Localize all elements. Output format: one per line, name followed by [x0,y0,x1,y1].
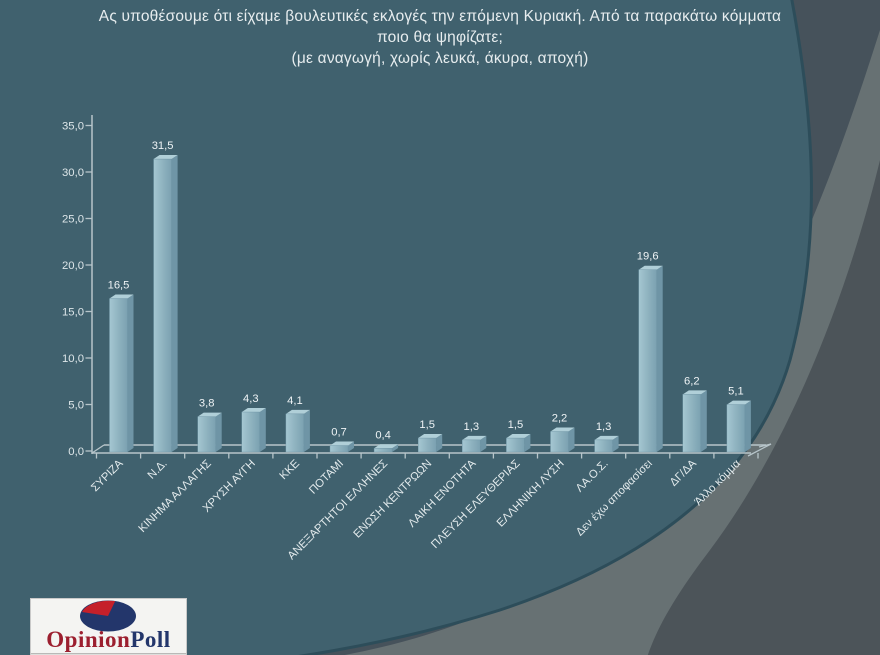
bar-side-face [171,155,178,453]
bar-side-face [480,435,487,452]
title-line-1: Ας υποθέσουμε ότι είχαμε βουλευτικές εκλ… [98,8,782,25]
bar-value-label: 16,5 [108,280,130,292]
bar-side-face [524,434,531,452]
bar-top-face [726,400,751,405]
bar-side-face [392,444,399,452]
bar-side-face [744,400,751,452]
bar-top-face [197,412,222,417]
y-axis-tick-label: 0,0 [68,446,84,458]
category-label: ΣΥΡΙΖΑ [89,457,126,494]
bar [329,445,349,453]
bar [241,411,261,453]
opinion-poll-logo: OpinionPoll Έρευνες-Δημοσκοπήσεις [30,598,187,655]
category-label: ΕΝΩΣΗ ΚΕΝΤΡΩΩΝ [351,458,434,541]
chart-title: Ας υποθέσουμε ότι είχαμε βουλευτικές εκλ… [0,6,880,69]
bar [506,437,525,453]
category-label: Άλλο κόμμα [693,457,744,508]
bar-side-face [348,441,354,452]
logo-word-poll: Poll [130,627,171,652]
bar-top-face [153,155,178,160]
bar [594,439,613,453]
y-axis-tick-label: 20,0 [62,260,84,272]
bar-value-label: 4,1 [287,395,303,407]
pie-chart-logo-icon [80,600,136,632]
bar [682,394,701,453]
bar-value-label: 0,4 [375,429,391,441]
logo-wordmark: OpinionPoll [31,628,186,651]
bar-top-face [330,441,354,446]
axis-arrowhead [758,443,772,448]
bar-top-face [682,390,707,395]
bar-top-face [241,408,266,413]
bar-value-label: 5,1 [728,386,744,398]
bar [418,437,437,453]
bar-top-face [109,294,134,299]
bar-value-label: 3,8 [199,398,215,410]
bar-value-label: 19,6 [637,251,659,263]
bar-side-face [612,435,619,452]
bar-value-label: 1,3 [596,421,612,433]
bar-side-face [700,390,707,452]
bar-value-label: 1,3 [464,421,480,433]
bar-value-label: 1,5 [419,419,435,431]
bar-side-face [568,427,575,452]
y-axis-tick-label: 15,0 [62,307,84,319]
bar-value-label: 31,5 [152,140,174,152]
bar [285,413,305,453]
y-axis-tick-label: 30,0 [62,167,84,179]
bar-side-face [656,265,663,452]
bar-side-face [436,434,443,452]
background-teal-ellipse [0,0,813,655]
bar [462,439,481,453]
bar-top-face [594,435,619,440]
bar-top-face [418,434,443,439]
category-label: Δεν έχω αποφασίσει [574,457,655,538]
bar-top-face [462,435,487,440]
bar-value-label: 2,2 [552,413,568,425]
bar-value-label: 0,7 [331,426,347,438]
logo-pie-slice [82,600,116,616]
bar-value-label: 4,3 [243,393,259,405]
logo-word-opinion: Opinion [46,627,131,652]
bar-side-face [303,409,310,452]
bar-top-face [374,444,399,449]
bar [109,298,128,453]
bar [373,448,393,453]
category-label: Ν.Δ. [146,458,170,482]
bar [638,269,657,453]
bar [153,158,172,453]
bar-top-face [285,409,310,414]
category-label: ΚΙΝΗΜΑ ΑΛΛΑΓΗΣ [136,458,213,535]
bar-top-face [550,427,575,432]
bar-top-face [506,434,531,439]
floor-left-diagonal [91,444,105,454]
category-label: ΠΟΤΑΜΙ [307,458,346,497]
y-axis-tick-label: 25,0 [62,214,84,226]
floor-right-diagonal [747,443,772,457]
category-label: ΛΑ.Ο.Σ. [574,458,611,495]
bar [197,416,216,453]
title-line-3: (με αναγωγή, χωρίς λευκά, άκυρα, αποχή) [291,50,589,67]
bar-value-label: 6,2 [684,375,700,387]
category-label: ΚΚΕ [278,457,303,482]
y-axis-tick-label: 5,0 [68,400,84,412]
bar-side-face [259,408,266,452]
bar-top-face [638,265,663,270]
bar-side-face [215,412,222,452]
y-axis-tick-label: 35,0 [62,121,84,133]
y-axis-tick-label: 10,0 [62,353,84,365]
bar-value-label: 1,5 [508,419,524,431]
bar [550,431,569,453]
category-label: ΠΛΕΥΣΗ ΕΛΕΥΘΕΡΙΑΣ [429,458,522,551]
background-dark-corner [647,160,880,655]
bar-side-face [127,294,134,452]
title-line-2: ποιο θα ψηφίζατε; [376,29,503,46]
category-label: ΔΓ/ΔΑ [668,457,699,488]
bar [726,404,746,453]
